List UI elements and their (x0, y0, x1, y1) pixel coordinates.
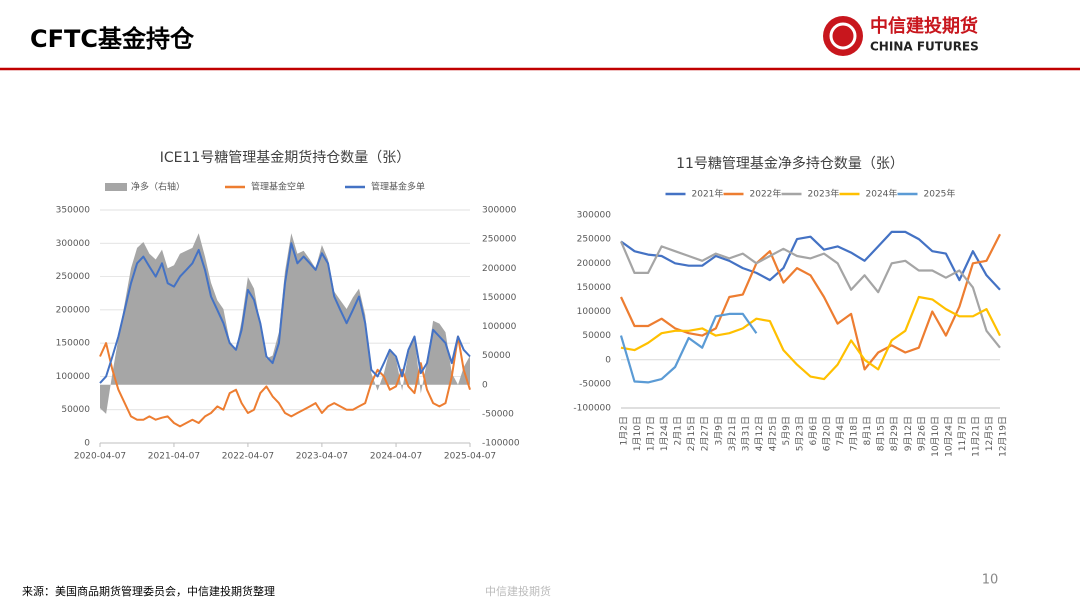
line (99, 242, 471, 384)
y-tick-label: -100000 (573, 404, 611, 414)
y-tick-label: 0 (84, 439, 90, 449)
y-tick-label: 250000 (56, 272, 91, 282)
x-tick-label: 2025-04-07 (444, 452, 496, 462)
chart-title: 11号糖管理基金净多持仓数量（张） (676, 155, 904, 172)
x-tick-label: 2021-04-07 (148, 452, 200, 462)
x-tick-label: 8月29日 (889, 416, 900, 451)
legend-label: 净多（右轴） (131, 181, 185, 193)
x-tick-label: 6月20日 (822, 416, 833, 451)
y-tick-label: 200000 (56, 305, 91, 315)
legend-label: 2023年 (808, 188, 840, 200)
line (619, 312, 758, 384)
x-tick-label: 4月12日 (754, 416, 765, 451)
x-tick-label: 7月4日 (835, 416, 846, 445)
x-tick-label: 1月24日 (659, 416, 670, 451)
x-tick-label: 5月23日 (794, 416, 805, 451)
y-tick-label: 150000 (56, 339, 91, 349)
x-tick-label: 1月17日 (646, 416, 657, 451)
y2-tick-label: -100000 (482, 439, 520, 449)
x-tick-label: 2023-04-07 (296, 452, 348, 462)
logo-en: CHINA FUTURES (870, 40, 979, 54)
y-tick-label: 150000 (577, 283, 612, 293)
y-tick-label: 100000 (577, 307, 612, 317)
x-tick-label: 2月1日 (673, 416, 684, 445)
chart-title: ICE11号糖管理基金期货持仓数量（张） (160, 149, 411, 166)
x-tick-label: 3月9日 (713, 416, 724, 445)
page-number: 10 (982, 573, 999, 588)
logo-cn: 中信建投期货 (870, 15, 978, 37)
legend-label: 2021年 (692, 188, 724, 200)
logo-icon (823, 16, 863, 56)
y2-tick-label: 100000 (482, 322, 517, 332)
x-tick-label: 10月24日 (943, 416, 954, 457)
y-tick-label: 50000 (61, 405, 90, 415)
x-tick-label: 3月31日 (740, 416, 751, 451)
y2-tick-label: -50000 (482, 409, 514, 419)
x-tick-label: 2月27日 (700, 416, 711, 451)
y-tick-label: 200000 (577, 259, 612, 269)
x-tick-label: 1月10日 (632, 416, 643, 451)
x-tick-label: 9月12日 (903, 416, 914, 451)
y2-tick-label: 0 (482, 380, 488, 390)
y-tick-label: 300000 (577, 211, 612, 221)
logo-icon-ring (829, 22, 857, 50)
x-tick-label: 9月26日 (916, 416, 927, 451)
line (619, 241, 1001, 349)
x-tick-label: 11月21日 (970, 416, 981, 457)
y-tick-label: 300000 (56, 239, 91, 249)
header-title: CFTC基金持仓 (30, 25, 195, 53)
y2-tick-label: 50000 (482, 351, 511, 361)
y2-tick-label: 200000 (482, 264, 517, 274)
y2-tick-label: 150000 (482, 293, 517, 303)
x-tick-label: 1月2日 (619, 416, 630, 445)
x-tick-label: 8月1日 (862, 416, 873, 445)
x-tick-label: 10月10日 (930, 416, 941, 457)
legend-label: 2022年 (750, 188, 782, 200)
x-tick-label: 12月19日 (998, 416, 1009, 457)
x-tick-label: 11月7日 (957, 416, 968, 451)
line (620, 230, 1001, 291)
y-tick-label: 50000 (582, 331, 611, 341)
x-tick-label: 6月6日 (808, 416, 819, 445)
x-tick-label: 2024-04-07 (370, 452, 422, 462)
y-tick-label: 350000 (56, 206, 91, 216)
line (620, 233, 1001, 371)
x-tick-label: 7月18日 (849, 416, 860, 451)
area (100, 233, 470, 414)
line (99, 335, 471, 428)
y-tick-label: 0 (605, 355, 611, 365)
legend-label: 管理基金多单 (371, 181, 425, 193)
y2-tick-label: 250000 (482, 235, 517, 245)
legend-label: 2024年 (866, 188, 898, 200)
x-tick-label: 12月5日 (984, 416, 995, 451)
footer-center: 中信建投期货 (485, 584, 551, 598)
line (620, 295, 1001, 381)
x-tick-label: 2月15日 (686, 416, 697, 451)
y2-tick-label: 300000 (482, 206, 517, 216)
legend-label: 管理基金空单 (251, 181, 305, 193)
x-tick-label: 8月15日 (876, 416, 887, 451)
x-tick-label: 4月25日 (767, 416, 778, 451)
legend-swatch (105, 183, 127, 191)
y-tick-label: 250000 (577, 235, 612, 245)
legend-label: 2025年 (924, 188, 956, 200)
x-tick-label: 2020-04-07 (74, 452, 126, 462)
x-tick-label: 5月9日 (781, 416, 792, 445)
x-tick-label: 3月21日 (727, 416, 738, 451)
y-tick-label: 100000 (56, 372, 91, 382)
y-tick-label: -50000 (579, 379, 611, 389)
x-tick-label: 2022-04-07 (222, 452, 274, 462)
source: 来源：美国商品期货管理委员会，中信建投期货整理 (22, 584, 275, 598)
